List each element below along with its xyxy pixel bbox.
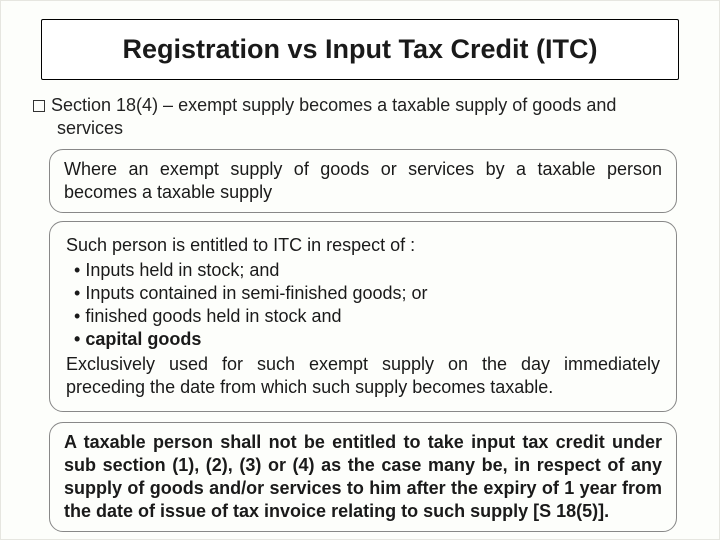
entitlement-intro: Such person is entitled to ITC in respec… (66, 234, 660, 257)
callout-condition: Where an exempt supply of goods or servi… (49, 149, 677, 213)
entitlement-list: Inputs held in stock; and Inputs contain… (66, 259, 660, 351)
callout-entitlement: Such person is entitled to ITC in respec… (49, 221, 677, 412)
title-box: Registration vs Input Tax Credit (ITC) (41, 19, 679, 80)
section-heading: Section 18(4) – exempt supply becomes a … (33, 94, 687, 139)
callout-restriction-text: A taxable person shall not be entitled t… (64, 432, 662, 521)
checkbox-bullet-icon (33, 100, 45, 112)
slide-container: Registration vs Input Tax Credit (ITC) S… (0, 0, 720, 540)
slide-title: Registration vs Input Tax Credit (ITC) (62, 34, 658, 65)
section-heading-text: Section 18(4) – exempt supply becomes a … (51, 95, 616, 115)
callout-restriction: A taxable person shall not be entitled t… (49, 422, 677, 532)
list-item: Inputs contained in semi-finished goods;… (74, 282, 660, 305)
callout-condition-text: Where an exempt supply of goods or servi… (64, 159, 662, 202)
section-heading-cont: services (33, 117, 687, 140)
list-item: finished goods held in stock and (74, 305, 660, 328)
entitlement-outro: Exclusively used for such exempt supply … (66, 353, 660, 399)
list-item: Inputs held in stock; and (74, 259, 660, 282)
list-item-bold: capital goods (74, 328, 660, 351)
